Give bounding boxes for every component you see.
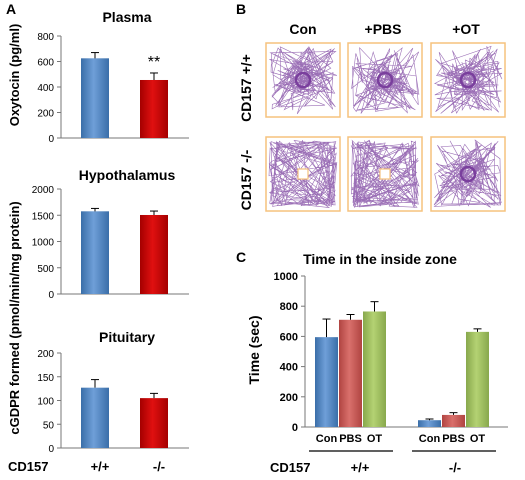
arena-cell — [430, 42, 506, 118]
y-tick-label: 1000 — [32, 238, 55, 249]
y-axis-label-oxytocin: Oxytocin (pg/ml) — [7, 24, 22, 127]
y-axis-label: Time (sec) — [246, 316, 262, 385]
movement-track — [268, 139, 338, 209]
bar-pbs — [339, 319, 362, 427]
panel-label-a: A — [6, 1, 16, 17]
bar-ko — [140, 398, 168, 448]
condition-label: PBS — [442, 433, 465, 445]
movement-track — [269, 46, 338, 115]
bar-ot — [466, 331, 489, 427]
chart-title: Hypothalamus — [79, 167, 176, 183]
y-tick-label: 2000 — [32, 185, 55, 196]
inside-zone-marker — [379, 168, 391, 180]
panel-label-b: B — [236, 1, 246, 17]
y-tick-label: 0 — [48, 444, 54, 455]
y-tick-label: 400 — [280, 362, 298, 374]
genotype-label-a: CD157 — [8, 459, 48, 474]
condition-label: OT — [367, 433, 383, 445]
bar-ko — [140, 79, 168, 138]
arena-cell — [347, 42, 423, 118]
y-tick-label: 1000 — [274, 271, 298, 283]
arena-cell — [347, 136, 423, 212]
chart-title: Pituitary — [99, 329, 155, 345]
arena-cell — [265, 42, 341, 118]
chart-hypothalamus: Hypothalamus 0 500 1000 1500 2000 — [32, 167, 189, 301]
chart-title: Plasma — [102, 9, 151, 25]
chart-time-inside-zone: Time in the inside zone Time (sec) 0 200 400… — [246, 251, 508, 452]
center-cluster — [376, 71, 394, 89]
bar-wt — [81, 387, 109, 448]
chart-pituitary: Pituitary 0 50 100 150 200 — [37, 329, 189, 455]
open-field-track-grid — [265, 42, 506, 212]
condition-label: Con — [316, 433, 338, 445]
genotype-label-c: CD157 — [270, 460, 310, 475]
y-tick-label: 200 — [280, 392, 298, 404]
bar-pbs — [442, 414, 465, 427]
condition-label: OT — [470, 433, 486, 445]
group-label-c-ko: -/- — [449, 460, 461, 475]
chart-title: Time in the inside zone — [303, 251, 457, 267]
group-label-a-wt: +/+ — [91, 459, 110, 474]
center-cluster — [459, 71, 477, 89]
y-tick-label: 500 — [37, 264, 54, 275]
bar-con — [418, 420, 441, 427]
bar-ot — [363, 311, 386, 427]
row-label-ko: CD157 -/- — [238, 149, 254, 210]
group-label-c-wt: +/+ — [351, 460, 370, 475]
arena-cell — [430, 136, 506, 212]
y-tick-label: 0 — [48, 134, 54, 145]
condition-label: Con — [419, 433, 441, 445]
y-tick-label: 800 — [37, 32, 54, 43]
column-label-con: Con — [289, 21, 316, 37]
y-tick-label: 100 — [37, 397, 54, 408]
y-tick-label: 1500 — [32, 211, 55, 222]
y-tick-label: 50 — [43, 420, 55, 431]
y-tick-label: 800 — [280, 301, 298, 313]
chart-plasma: Plasma 0 200 400 600 800 ** — [37, 9, 189, 145]
bar-wt — [81, 58, 109, 138]
y-tick-label: 0 — [292, 422, 298, 434]
movement-track — [433, 45, 503, 114]
y-tick-label: 400 — [37, 83, 54, 94]
bar-ko — [140, 214, 168, 294]
y-tick-label: 150 — [37, 373, 54, 384]
significance-annotation: ** — [148, 54, 160, 71]
y-tick-label: 200 — [37, 109, 54, 120]
movement-track — [433, 139, 502, 208]
arena-cell — [265, 136, 341, 212]
y-tick-label: 200 — [37, 349, 54, 360]
condition-label: PBS — [339, 433, 362, 445]
panel-label-c: C — [236, 249, 246, 265]
y-tick-label: 600 — [37, 58, 54, 69]
row-label-wt: CD157 +/+ — [238, 54, 254, 122]
group-label-a-ko: -/- — [153, 459, 165, 474]
column-label-pbs: +PBS — [365, 21, 402, 37]
center-cluster — [294, 71, 312, 89]
bar-wt — [81, 211, 109, 294]
bar-con — [315, 337, 338, 427]
center-cluster — [459, 165, 477, 183]
column-label-ot: +OT — [452, 21, 480, 37]
y-tick-label: 0 — [48, 290, 54, 301]
y-axis-label-cgdpr: cGDPR formed (pmol/min/mg protein) — [7, 201, 22, 434]
inside-zone-marker — [297, 168, 309, 180]
y-tick-label: 600 — [280, 331, 298, 343]
